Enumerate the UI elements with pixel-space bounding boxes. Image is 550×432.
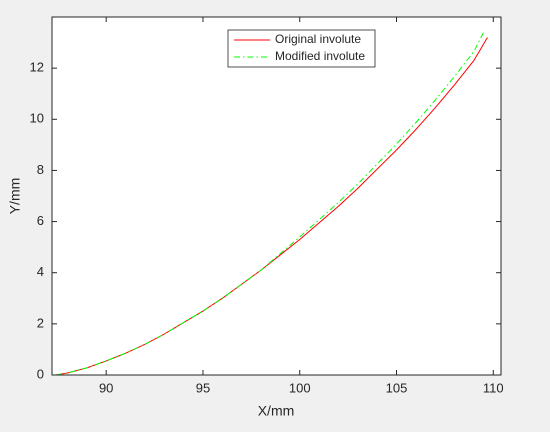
- x-tick-label: 110: [483, 380, 504, 395]
- legend-label: Modified involute: [275, 49, 365, 63]
- y-tick-label: 0: [37, 366, 44, 381]
- legend-label: Original involute: [275, 32, 361, 46]
- y-axis-label: Y/mm: [7, 178, 23, 215]
- x-axis-label: X/mm: [258, 403, 295, 419]
- y-tick-label: 10: [30, 111, 44, 126]
- plot-area: [52, 17, 501, 375]
- legend-box: [227, 29, 376, 68]
- y-tick-label: 6: [37, 213, 44, 228]
- series-line: [55, 32, 485, 376]
- x-tick-label: 95: [196, 380, 210, 395]
- x-tick-label: 100: [289, 380, 311, 395]
- y-tick-label: 8: [37, 162, 44, 177]
- y-tick-label: 4: [37, 264, 44, 279]
- y-tick-label: 12: [30, 60, 44, 75]
- axes-box: [51, 16, 502, 376]
- x-tick-label: 90: [99, 380, 113, 395]
- y-tick-label: 2: [37, 315, 44, 330]
- x-tick-label: 105: [386, 380, 408, 395]
